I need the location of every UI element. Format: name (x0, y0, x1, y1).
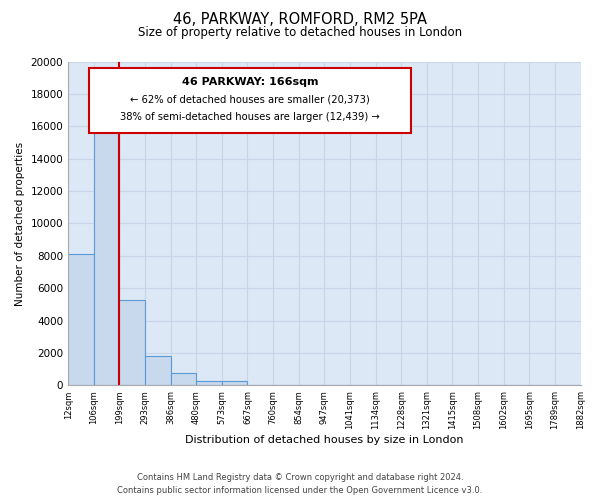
Text: 46, PARKWAY, ROMFORD, RM2 5PA: 46, PARKWAY, ROMFORD, RM2 5PA (173, 12, 427, 28)
Bar (170, 374, 196, 386)
Text: 46 PARKWAY: 166sqm: 46 PARKWAY: 166sqm (182, 77, 318, 87)
FancyBboxPatch shape (89, 68, 412, 133)
Bar (94, 118, 119, 386)
Text: Contains HM Land Registry data © Crown copyright and database right 2024.
Contai: Contains HM Land Registry data © Crown c… (118, 473, 482, 495)
Text: 38% of semi-detached houses are larger (12,439) →: 38% of semi-detached houses are larger (… (120, 112, 380, 122)
Bar (196, 381, 222, 386)
Bar (119, 300, 145, 386)
X-axis label: Distribution of detached houses by size in London: Distribution of detached houses by size … (185, 435, 464, 445)
Text: Size of property relative to detached houses in London: Size of property relative to detached ho… (138, 26, 462, 39)
Bar (145, 356, 170, 386)
Bar (68, 254, 94, 386)
Text: ← 62% of detached houses are smaller (20,373): ← 62% of detached houses are smaller (20… (130, 94, 370, 104)
Bar (222, 381, 247, 386)
Y-axis label: Number of detached properties: Number of detached properties (15, 142, 25, 306)
